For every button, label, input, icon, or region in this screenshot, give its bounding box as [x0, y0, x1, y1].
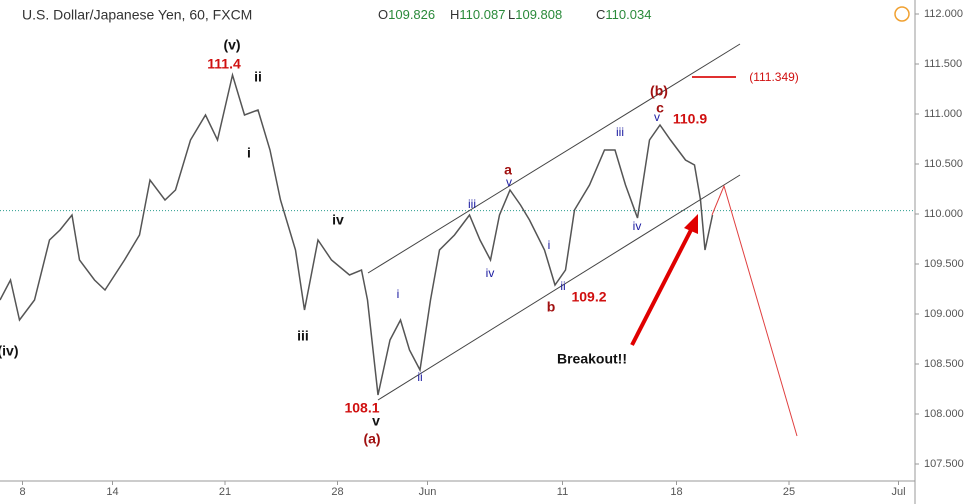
alert-icon: [894, 6, 910, 22]
wave-label: ii: [560, 279, 565, 293]
wave-label: v: [372, 413, 380, 429]
ohlc-value: 110.087: [459, 7, 505, 22]
ohlc-label: O: [378, 7, 388, 22]
y-tick-label: 111.000: [924, 108, 962, 120]
wave-label: 110.9: [673, 111, 707, 127]
x-tick-label: 8: [19, 486, 25, 498]
wave-label: 109.2: [571, 289, 606, 305]
ohlc-value: 110.034: [605, 7, 651, 22]
wave-label: 108.1: [344, 400, 379, 416]
wave-label: iii: [468, 197, 476, 211]
x-tick-label: 21: [219, 486, 231, 498]
ohlc-item: C110.034: [596, 7, 651, 22]
channel-upper: [367, 43, 741, 274]
price-line: [0, 72, 714, 396]
y-tick-label: 109.000: [924, 308, 964, 320]
x-tick-label: 18: [670, 486, 682, 498]
wave-label: ii: [254, 69, 262, 85]
y-tick-label: 112.000: [924, 8, 963, 20]
y-tick-label: 110.500: [924, 158, 963, 170]
ohlc-header: O109.826 H110.087 L109.808 C110.034: [378, 7, 651, 22]
y-tick-label: 107.500: [924, 458, 964, 470]
wave-label: iii: [297, 328, 309, 344]
breakout-arrow: [630, 227, 694, 346]
ohlc-item: L109.808: [508, 7, 562, 22]
arrow-head: [684, 214, 698, 234]
x-tick-label: Jul: [891, 486, 905, 498]
x-tick-label: Jun: [419, 486, 437, 498]
wave-label: a: [504, 162, 512, 178]
x-tick-label: 25: [783, 486, 795, 498]
x-tick-label: 11: [557, 486, 568, 498]
wave-label: v: [506, 175, 512, 189]
ohlc-label: C: [596, 7, 605, 22]
annotations: (v)111.4iiiiiiiv(iv)108.1v(a)iiiiiiivvai…: [0, 37, 799, 447]
wave-label: v: [654, 110, 660, 124]
wave-label: iii: [616, 125, 624, 139]
wave-label: ii: [417, 370, 422, 384]
x-tick-label: 14: [106, 486, 118, 498]
wave-label: Breakout!!: [557, 351, 627, 367]
ohlc-label: L: [508, 7, 515, 22]
ohlc-value: 109.808: [515, 7, 562, 22]
y-tick-label: 110.000: [924, 208, 963, 220]
ohlc-item: O109.826: [378, 7, 435, 22]
wave-label: b: [547, 299, 556, 315]
wave-label: c: [656, 100, 664, 116]
wave-label: i: [247, 145, 251, 161]
channel-lower: [377, 174, 741, 401]
plot: [0, 72, 915, 396]
wave-label: iv: [633, 219, 642, 233]
x-tick-label: 28: [331, 486, 343, 498]
ohlc-value: 109.826: [388, 7, 435, 22]
y-tick-label: 111.500: [924, 58, 962, 70]
projection-line: [711, 184, 798, 437]
y-tick-label: 109.500: [924, 258, 964, 270]
wave-label: (v): [223, 37, 240, 53]
ohlc-label: H: [450, 7, 459, 22]
wave-label: (b): [650, 83, 668, 99]
wave-label: (111.349): [749, 70, 799, 84]
wave-label: iv: [486, 266, 495, 280]
y-tick-label: 108.000: [924, 408, 964, 420]
wave-label: (a): [363, 431, 380, 447]
ohlc-item: H110.087: [450, 7, 505, 22]
y-tick-label: 108.500: [924, 358, 964, 370]
wave-label: 111.4: [207, 56, 241, 72]
wave-label: i: [397, 287, 400, 301]
wave-label: (iv): [0, 343, 19, 359]
wave-label: iv: [332, 212, 344, 228]
wave-label: i: [548, 238, 551, 252]
chart-title: U.S. Dollar/Japanese Yen, 60, FXCM: [22, 7, 252, 23]
